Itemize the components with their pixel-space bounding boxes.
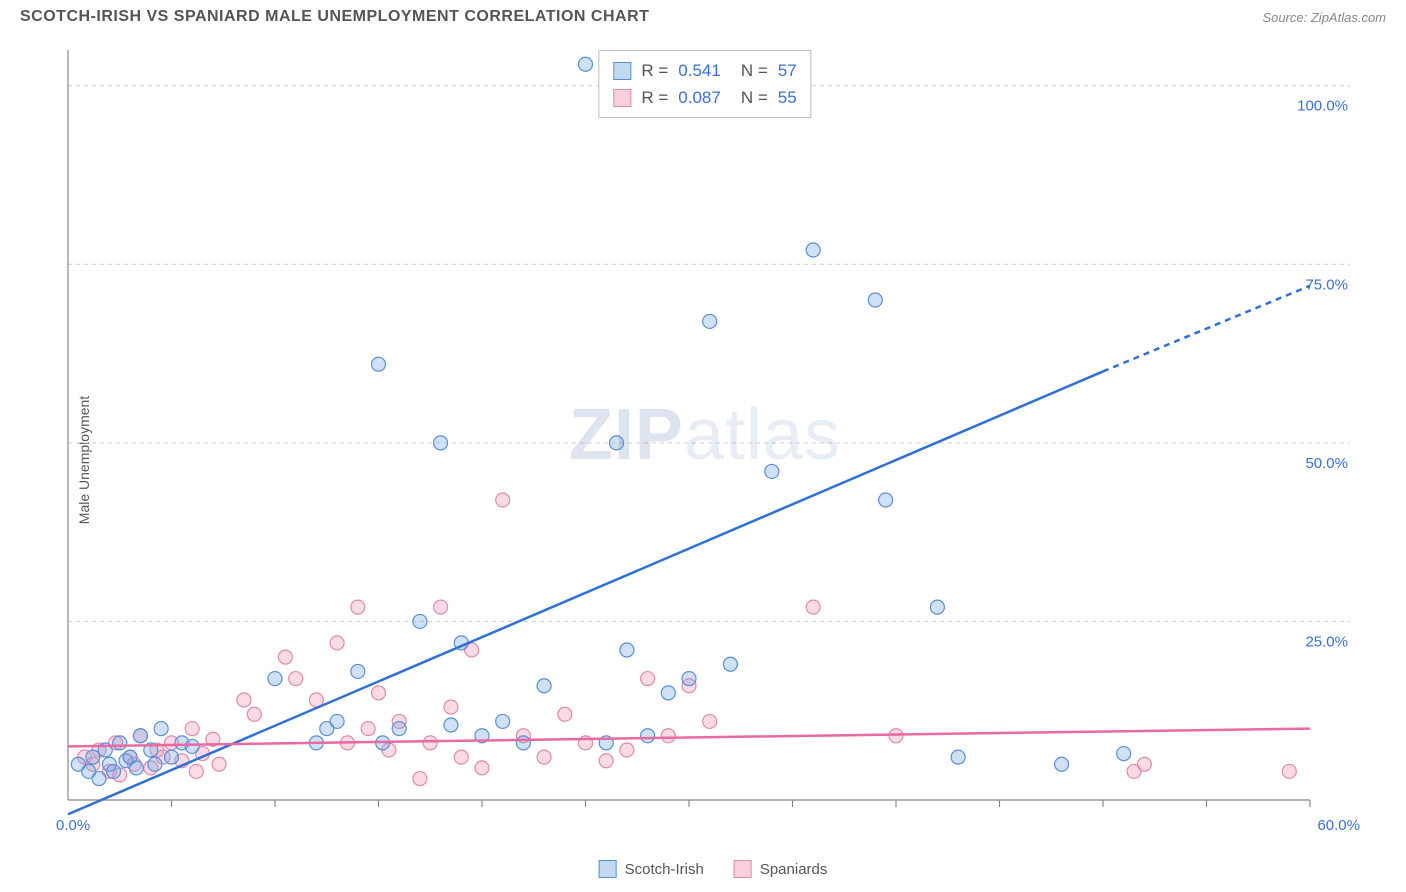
stats-row-2: R = 0.087 N = 55 xyxy=(613,84,796,111)
legend-label: Scotch-Irish xyxy=(625,861,704,878)
chart-container: Male Unemployment 25.0%50.0%75.0%100.0% … xyxy=(38,40,1388,880)
svg-text:100.0%: 100.0% xyxy=(1297,98,1348,115)
x-max-label: 60.0% xyxy=(1317,817,1360,834)
legend-item-scotch-irish: Scotch-Irish xyxy=(599,860,704,878)
bottom-legend: Scotch-Irish Spaniards xyxy=(599,860,828,878)
plot-area: 25.0%50.0%75.0%100.0% ZIPatlas R = 0.541… xyxy=(60,40,1350,830)
stats-legend-box: R = 0.541 N = 57 R = 0.087 N = 55 xyxy=(598,50,811,118)
chart-title: SCOTCH-IRISH VS SPANIARD MALE UNEMPLOYME… xyxy=(20,8,649,26)
svg-text:75.0%: 75.0% xyxy=(1305,276,1348,293)
legend-label: Spaniards xyxy=(760,861,828,878)
svg-text:50.0%: 50.0% xyxy=(1305,455,1348,472)
scatter-chart: 25.0% 50.0% 75.0% 100.0% xyxy=(60,40,1350,830)
swatch-icon xyxy=(613,89,631,107)
swatch-icon xyxy=(613,62,631,80)
x-origin-label: 0.0% xyxy=(56,817,90,834)
swatch-icon xyxy=(734,860,752,878)
source-label: Source: ZipAtlas.com xyxy=(1262,10,1386,25)
stats-row-1: R = 0.541 N = 57 xyxy=(613,57,796,84)
svg-text:25.0%: 25.0% xyxy=(1305,633,1348,650)
legend-item-spaniards: Spaniards xyxy=(734,860,828,878)
swatch-icon xyxy=(599,860,617,878)
